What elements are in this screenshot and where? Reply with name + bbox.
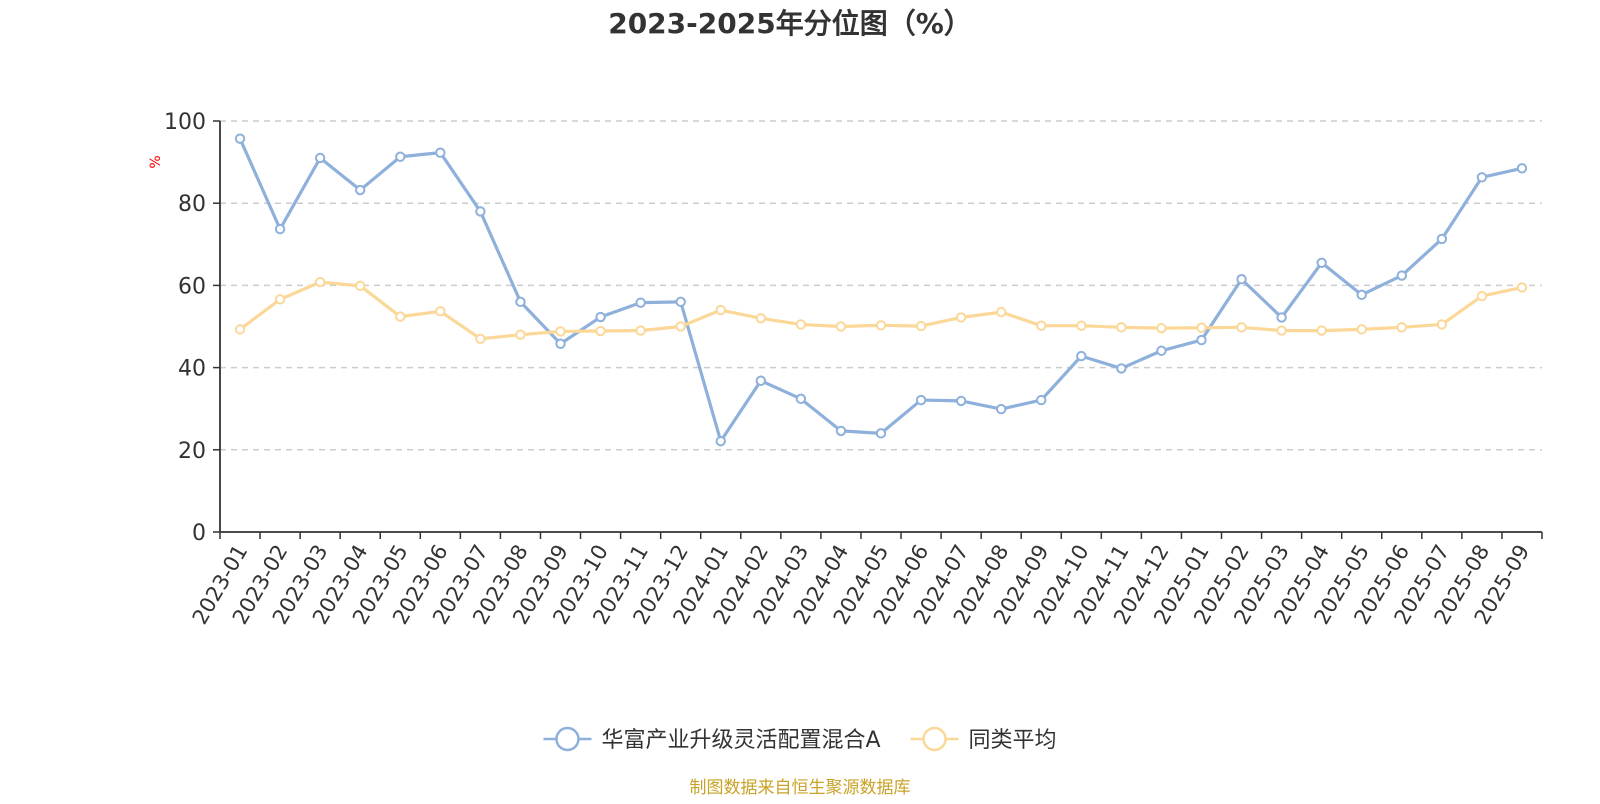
data-point[interactable] bbox=[955, 395, 967, 407]
data-point[interactable] bbox=[1396, 270, 1407, 281]
data-point[interactable] bbox=[555, 326, 566, 337]
data-point[interactable] bbox=[635, 325, 646, 336]
data-point[interactable] bbox=[314, 276, 326, 288]
data-point[interactable] bbox=[955, 312, 967, 323]
data-point[interactable] bbox=[395, 311, 406, 322]
data-point[interactable] bbox=[795, 319, 807, 330]
grid-lines bbox=[220, 120, 1542, 451]
data-point[interactable] bbox=[595, 325, 606, 337]
data-point[interactable] bbox=[1516, 282, 1528, 293]
data-point[interactable] bbox=[675, 321, 686, 332]
data-point[interactable] bbox=[1356, 324, 1367, 335]
data-point[interactable] bbox=[555, 338, 566, 349]
data-point[interactable] bbox=[234, 324, 246, 335]
data-point[interactable] bbox=[395, 151, 406, 162]
data-point[interactable] bbox=[1276, 312, 1287, 323]
data-point[interactable] bbox=[1276, 325, 1287, 336]
data-point[interactable] bbox=[1076, 320, 1087, 331]
data-point[interactable] bbox=[1236, 274, 1247, 285]
y-tick-label: 20 bbox=[178, 439, 206, 464]
data-point[interactable] bbox=[875, 428, 887, 439]
series-line bbox=[238, 138, 1523, 443]
y-axis-label: % bbox=[148, 155, 164, 168]
data-point[interactable] bbox=[1316, 257, 1327, 268]
source-text: 制图数据来自恒生聚源数据库 bbox=[690, 778, 911, 798]
data-point[interactable] bbox=[835, 425, 847, 437]
data-point[interactable] bbox=[915, 320, 927, 332]
data-point[interactable] bbox=[1476, 290, 1488, 302]
data-point[interactable] bbox=[1196, 334, 1207, 346]
data-point[interactable] bbox=[1236, 322, 1247, 333]
data-point[interactable] bbox=[635, 297, 646, 308]
data-point[interactable] bbox=[1316, 325, 1327, 336]
data-point[interactable] bbox=[755, 313, 767, 324]
data-point[interactable] bbox=[1356, 289, 1367, 301]
data-point[interactable] bbox=[234, 133, 246, 144]
data-point[interactable] bbox=[1196, 322, 1207, 333]
data-point[interactable] bbox=[1156, 345, 1167, 356]
data-point[interactable] bbox=[755, 375, 767, 386]
data-point[interactable] bbox=[355, 280, 366, 292]
data-point[interactable] bbox=[1396, 322, 1407, 333]
data-point[interactable] bbox=[995, 403, 1007, 415]
y-tick-label: 40 bbox=[178, 357, 206, 382]
data-point[interactable] bbox=[1076, 350, 1087, 362]
data-point[interactable] bbox=[475, 333, 486, 345]
legend-item[interactable]: 华富产业升级灵活配置混合A bbox=[543, 726, 881, 753]
data-point[interactable] bbox=[1036, 394, 1047, 406]
data-point[interactable] bbox=[1116, 322, 1127, 333]
data-point[interactable] bbox=[515, 329, 526, 340]
data-point[interactable] bbox=[1116, 363, 1127, 374]
data-point[interactable] bbox=[274, 223, 286, 235]
data-point[interactable] bbox=[435, 147, 446, 158]
legend-item[interactable]: 同类平均 bbox=[910, 726, 1057, 753]
data-point[interactable] bbox=[595, 311, 606, 323]
axes: 0204060801002023-012023-022023-032023-04… bbox=[164, 110, 1543, 628]
legend-label: 华富产业升级灵活配置混合A bbox=[601, 728, 880, 753]
data-point[interactable] bbox=[1036, 320, 1047, 331]
y-tick-label: 60 bbox=[178, 274, 206, 299]
series-2 bbox=[234, 276, 1528, 345]
data-point[interactable] bbox=[515, 296, 526, 308]
data-point[interactable] bbox=[274, 294, 286, 305]
legend-label: 同类平均 bbox=[969, 728, 1057, 753]
series-layer bbox=[234, 133, 1528, 447]
data-point[interactable] bbox=[435, 306, 446, 317]
data-point[interactable] bbox=[795, 393, 807, 405]
data-point[interactable] bbox=[1476, 172, 1488, 183]
chart-title: 2023-2025年分位图（%） bbox=[608, 7, 972, 40]
data-point[interactable] bbox=[915, 394, 927, 406]
data-point[interactable] bbox=[875, 320, 887, 331]
y-tick-label: 0 bbox=[192, 521, 206, 546]
y-tick-label: 100 bbox=[164, 110, 206, 135]
data-point[interactable] bbox=[995, 306, 1007, 318]
legend-marker bbox=[922, 726, 947, 752]
data-point[interactable] bbox=[1436, 233, 1448, 245]
data-point[interactable] bbox=[314, 152, 326, 164]
data-point[interactable] bbox=[715, 304, 726, 316]
legend[interactable]: 华富产业升级灵活配置混合A 同类平均 bbox=[543, 726, 1057, 753]
data-point[interactable] bbox=[1516, 163, 1528, 174]
data-point[interactable] bbox=[355, 184, 366, 196]
y-tick-label: 80 bbox=[178, 192, 206, 217]
data-point[interactable] bbox=[835, 321, 847, 332]
data-point[interactable] bbox=[1436, 319, 1448, 330]
series-1 bbox=[234, 133, 1528, 447]
data-point[interactable] bbox=[715, 435, 726, 447]
legend-marker bbox=[555, 726, 580, 752]
data-point[interactable] bbox=[675, 296, 686, 308]
data-point[interactable] bbox=[475, 206, 486, 217]
data-point[interactable] bbox=[1156, 322, 1167, 334]
